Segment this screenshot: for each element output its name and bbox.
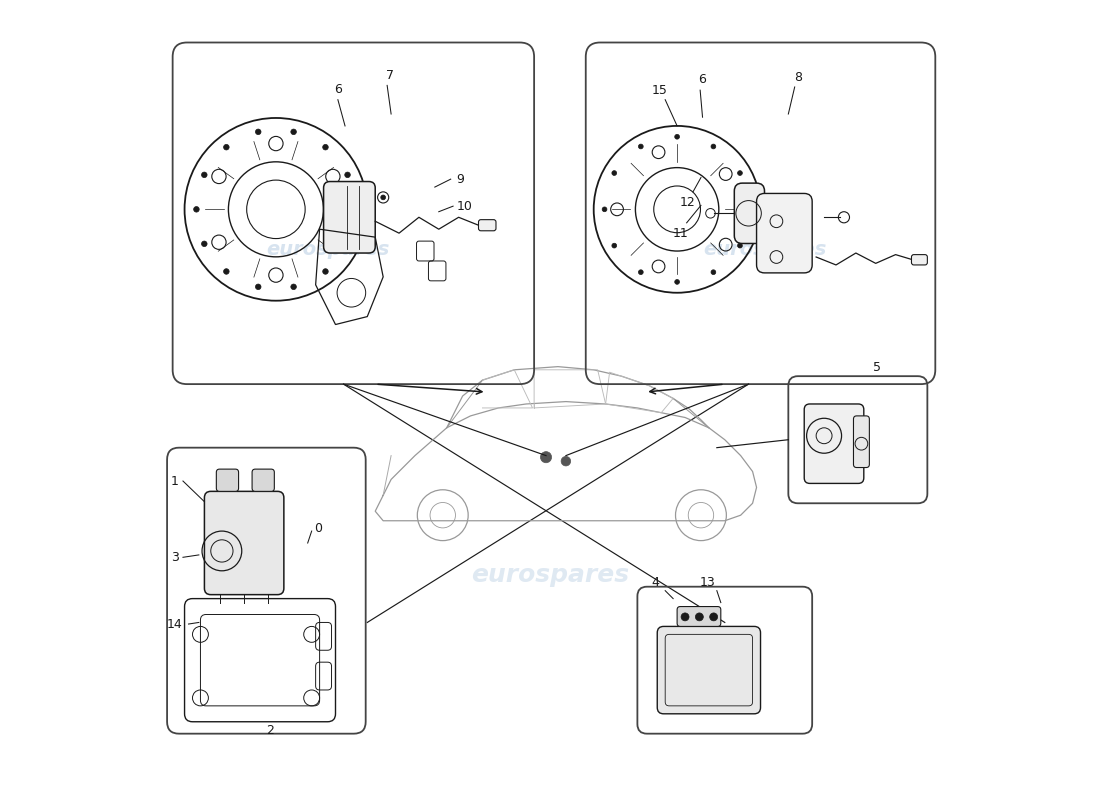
- Circle shape: [344, 172, 350, 178]
- Circle shape: [201, 241, 207, 246]
- FancyBboxPatch shape: [205, 491, 284, 594]
- Circle shape: [540, 452, 551, 462]
- Text: 1: 1: [172, 474, 179, 487]
- FancyBboxPatch shape: [735, 183, 764, 243]
- Circle shape: [322, 145, 328, 150]
- Circle shape: [710, 613, 717, 621]
- Circle shape: [674, 134, 680, 139]
- Circle shape: [223, 145, 229, 150]
- Text: 6: 6: [698, 73, 706, 86]
- FancyBboxPatch shape: [804, 404, 864, 483]
- Circle shape: [344, 241, 350, 246]
- Text: 13: 13: [700, 576, 715, 589]
- Text: 15: 15: [651, 83, 668, 97]
- Text: 3: 3: [172, 550, 179, 564]
- FancyBboxPatch shape: [678, 606, 721, 626]
- FancyBboxPatch shape: [252, 469, 274, 491]
- FancyBboxPatch shape: [912, 254, 927, 265]
- Circle shape: [612, 170, 617, 175]
- Text: 14: 14: [167, 618, 183, 630]
- Text: 9: 9: [456, 173, 464, 186]
- Circle shape: [381, 195, 386, 200]
- Circle shape: [674, 279, 680, 284]
- Circle shape: [612, 243, 617, 248]
- Circle shape: [290, 129, 296, 134]
- FancyBboxPatch shape: [757, 194, 812, 273]
- Text: eurospares: eurospares: [703, 239, 826, 258]
- Circle shape: [255, 284, 261, 290]
- Text: 6: 6: [334, 82, 342, 96]
- FancyBboxPatch shape: [323, 182, 375, 253]
- Text: eurospares: eurospares: [266, 239, 389, 258]
- Circle shape: [201, 172, 207, 178]
- FancyBboxPatch shape: [854, 416, 869, 467]
- Text: 12: 12: [680, 196, 695, 209]
- Circle shape: [561, 457, 571, 466]
- Circle shape: [602, 207, 607, 212]
- Text: 5: 5: [873, 361, 881, 374]
- Circle shape: [681, 613, 689, 621]
- Circle shape: [738, 243, 742, 248]
- Circle shape: [223, 269, 229, 274]
- Text: 7: 7: [385, 70, 394, 82]
- FancyBboxPatch shape: [217, 469, 239, 491]
- Text: 4: 4: [651, 576, 660, 589]
- Circle shape: [255, 129, 261, 134]
- Circle shape: [638, 144, 644, 149]
- Circle shape: [695, 613, 703, 621]
- Circle shape: [711, 270, 716, 274]
- Circle shape: [638, 270, 644, 274]
- Circle shape: [747, 207, 752, 212]
- Circle shape: [353, 206, 359, 212]
- Text: 8: 8: [794, 71, 802, 84]
- Text: 2: 2: [266, 724, 274, 737]
- FancyBboxPatch shape: [478, 220, 496, 230]
- Text: 10: 10: [456, 200, 472, 213]
- Text: 0: 0: [314, 522, 322, 535]
- FancyBboxPatch shape: [658, 626, 760, 714]
- Circle shape: [322, 269, 328, 274]
- Circle shape: [290, 284, 296, 290]
- Text: 11: 11: [672, 227, 689, 240]
- Circle shape: [194, 206, 199, 212]
- Text: eurospares: eurospares: [471, 562, 629, 586]
- Circle shape: [738, 170, 742, 175]
- Circle shape: [711, 144, 716, 149]
